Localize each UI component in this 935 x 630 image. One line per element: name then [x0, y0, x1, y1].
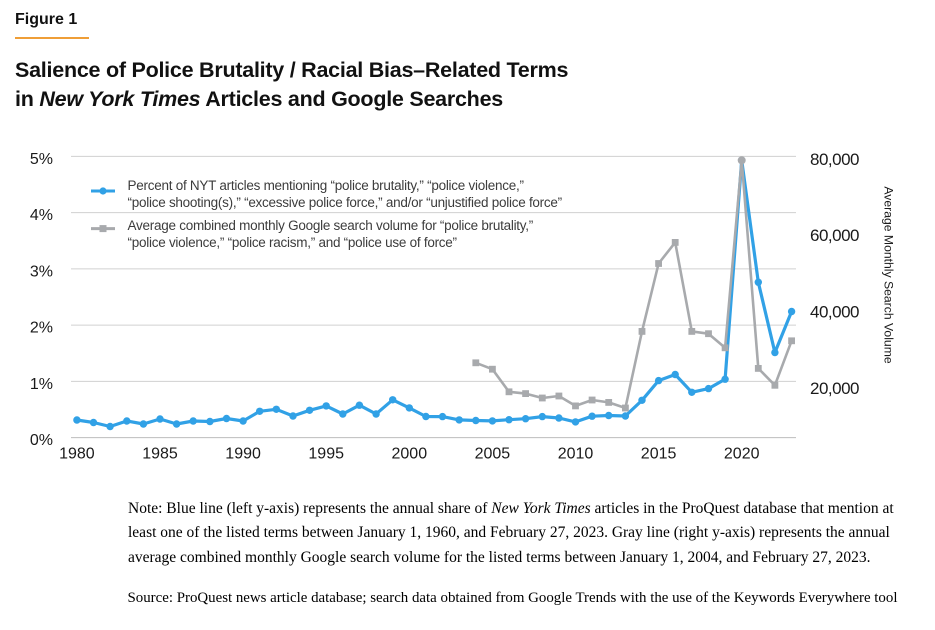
svg-text:4%: 4% — [30, 207, 53, 224]
svg-text:60,000: 60,000 — [810, 226, 859, 245]
svg-text:1995: 1995 — [308, 446, 344, 463]
svg-text:2010: 2010 — [558, 446, 594, 463]
svg-text:1990: 1990 — [225, 446, 261, 463]
svg-text:20,000: 20,000 — [810, 379, 859, 398]
svg-text:2000: 2000 — [392, 446, 428, 463]
svg-text:1985: 1985 — [142, 446, 178, 463]
svg-text:2015: 2015 — [641, 446, 677, 463]
svg-text:2005: 2005 — [475, 446, 511, 463]
svg-text:1980: 1980 — [59, 446, 95, 463]
svg-text:“police violence,” “police rac: “police violence,” “police racism,” and … — [128, 235, 457, 250]
svg-text:5%: 5% — [30, 151, 53, 168]
svg-text:40,000: 40,000 — [810, 303, 859, 322]
svg-text:Average combined monthly Googl: Average combined monthly Google search v… — [128, 218, 534, 233]
svg-text:1%: 1% — [30, 376, 53, 393]
svg-text:2%: 2% — [30, 320, 53, 337]
svg-text:Average Monthly Search Volume: Average Monthly Search Volume — [882, 186, 896, 363]
svg-text:Percent of NYT articles mentio: Percent of NYT articles mentioning “poli… — [128, 178, 524, 193]
svg-text:“police shooting(s),” “excessi: “police shooting(s),” “excessive police … — [128, 195, 562, 210]
svg-text:3%: 3% — [30, 263, 53, 280]
svg-text:0%: 0% — [30, 432, 53, 449]
svg-text:80,000: 80,000 — [810, 150, 859, 169]
svg-text:2020: 2020 — [724, 446, 760, 463]
